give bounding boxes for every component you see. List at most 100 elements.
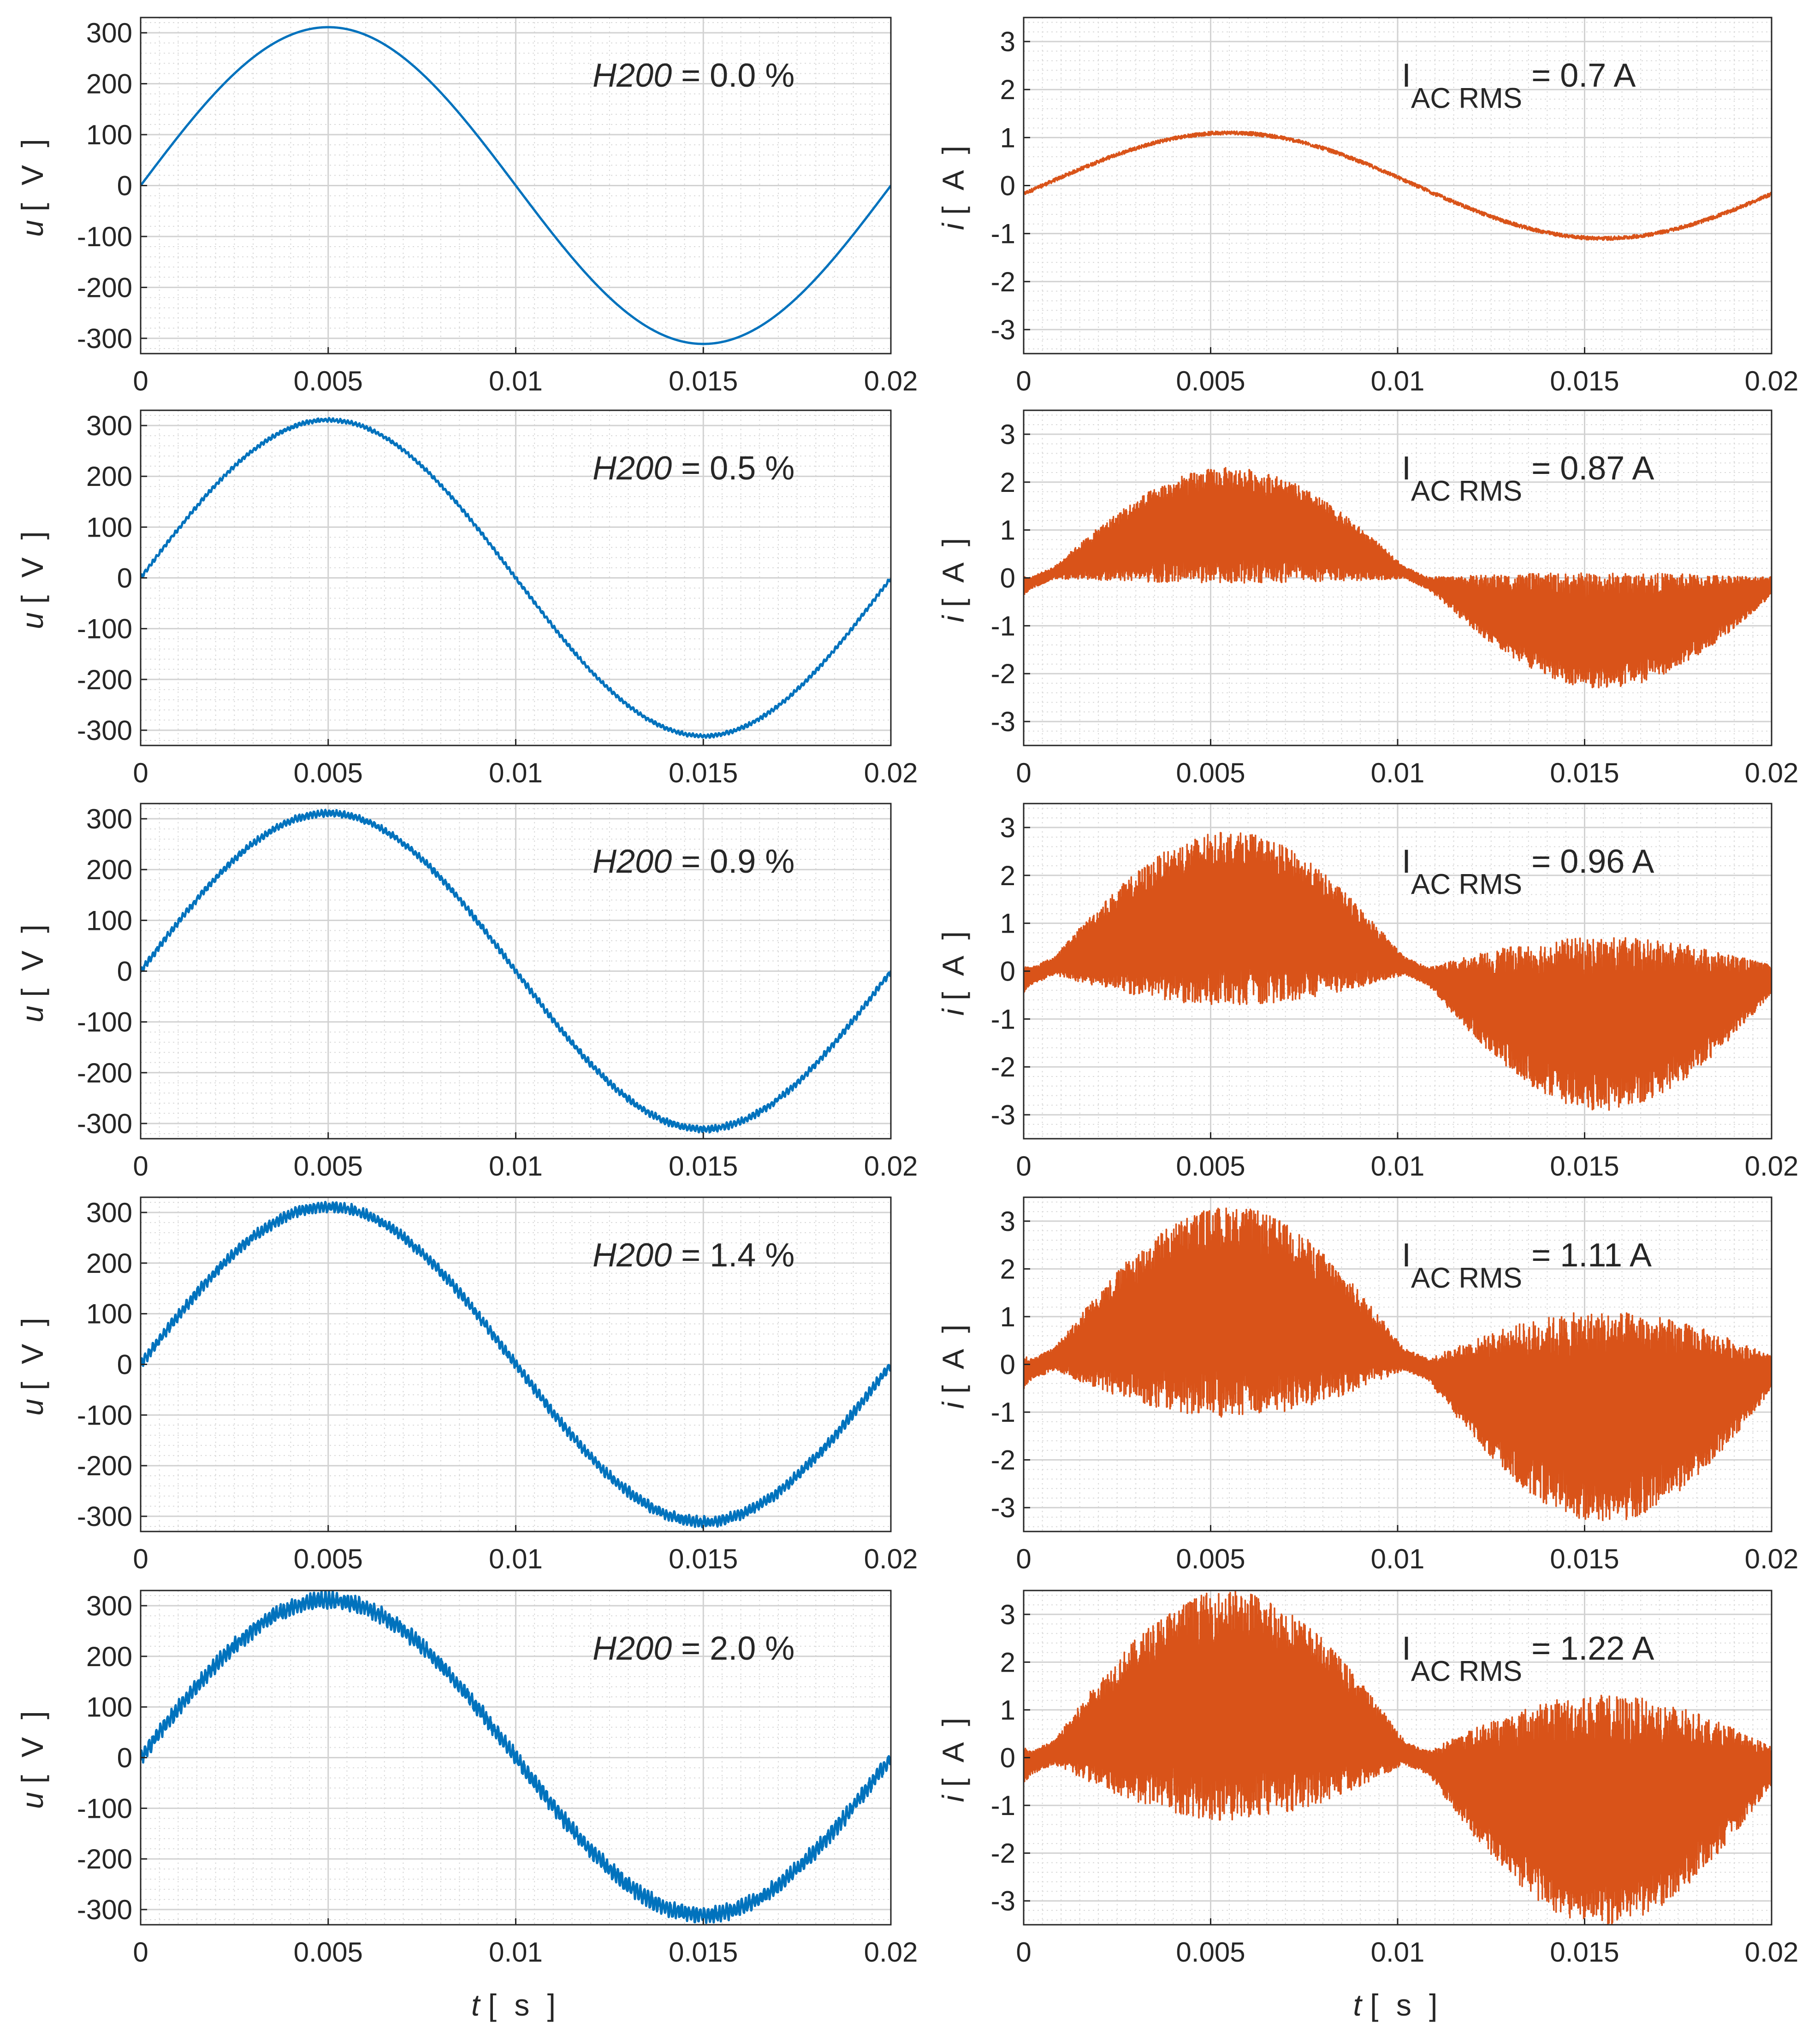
x-tick-label: 0.005 — [1176, 1543, 1245, 1574]
y-tick-label: -3 — [991, 1886, 1015, 1916]
x-tick-label: 0.02 — [864, 366, 918, 396]
x-tick-label: 0.015 — [669, 757, 738, 788]
y-tick-label: 0 — [1000, 956, 1015, 987]
y-axis-label: i [ A ] — [936, 533, 970, 622]
x-tick-label: 0.02 — [864, 757, 918, 788]
x-axis-gap — [1362, 1988, 1370, 2022]
y-axis-symbol: i — [936, 1794, 970, 1802]
y-tick-label: -2 — [991, 1052, 1015, 1082]
y-tick-label: 100 — [86, 905, 132, 936]
y-tick-label: 1 — [1000, 122, 1015, 153]
x-axis-symbol: t — [1353, 1988, 1363, 2022]
x-tick-label: 0.005 — [1176, 1937, 1245, 1968]
h200-annotation: H200 = 0.0 % — [593, 57, 794, 94]
y-tick-label: 3 — [1000, 419, 1015, 450]
y-tick-label: 100 — [86, 512, 132, 543]
voltage-series-line — [141, 26, 891, 345]
x-axis-label-2: t [ s ] — [1353, 1988, 1442, 2022]
y-axis-symbol: u — [15, 1005, 49, 1023]
y-tick-label: -200 — [77, 1058, 132, 1088]
x-tick-label: 0.005 — [294, 1543, 363, 1574]
iac-subscript: AC RMS — [1411, 475, 1522, 507]
y-axis-label: u [ V ] — [15, 134, 49, 237]
x-tick-label: 0.005 — [294, 366, 363, 396]
iac-symbol: I — [1402, 450, 1411, 487]
iac-subscript: AC RMS — [1411, 83, 1522, 114]
y-tick-label: 100 — [86, 1692, 132, 1723]
x-tick-label: 0 — [1016, 757, 1031, 788]
voltage-series-line — [141, 417, 891, 739]
h200-value: = 0.9 % — [672, 843, 794, 880]
y-axis-gap — [936, 1394, 970, 1402]
current-series-line — [1024, 832, 1772, 1111]
y-tick-label: 300 — [86, 804, 132, 834]
y-axis-label: i [ A ] — [936, 141, 970, 230]
x-tick-label: 0.015 — [1550, 1937, 1619, 1968]
x-tick-label: 0.015 — [1550, 366, 1619, 396]
y-axis-unit: [ V ] — [15, 526, 49, 603]
y-axis-symbol: u — [15, 1792, 49, 1809]
y-tick-label: -1 — [991, 1004, 1015, 1035]
y-tick-label: -2 — [991, 266, 1015, 297]
y-axis-unit: [ V ] — [15, 1706, 49, 1783]
major-grid — [141, 804, 891, 1139]
y-tick-label: 300 — [86, 1591, 132, 1621]
x-tick-label: 0.005 — [1176, 757, 1245, 788]
x-tick-label: 0.01 — [1371, 1543, 1425, 1574]
y-axis-unit: [ A ] — [936, 927, 970, 1000]
x-tick-label: 0 — [1016, 366, 1031, 396]
y-axis-unit: [ A ] — [936, 1320, 970, 1394]
minor-grid — [141, 410, 891, 745]
y-tick-label: 2 — [1000, 74, 1015, 105]
x-axis-unit: [ s ] — [1370, 1988, 1442, 2022]
y-axis-symbol: i — [936, 1401, 970, 1409]
y-tick-label: 2 — [1000, 1647, 1015, 1678]
x-tick-label: 0.01 — [489, 1151, 543, 1182]
x-tick-label: 0.005 — [294, 1937, 363, 1968]
y-axis-unit: [ V ] — [15, 134, 49, 211]
iac-rms-annotation: IAC RMS = 1.11 A — [1402, 1237, 1652, 1294]
y-tick-label: 0 — [117, 171, 132, 201]
y-tick-label: 0 — [1000, 563, 1015, 594]
iac-value: = 0.96 A — [1522, 843, 1654, 880]
y-tick-label: -300 — [77, 323, 132, 354]
y-axis-gap — [936, 215, 970, 223]
voltage-series-line — [141, 1200, 891, 1529]
x-tick-label: 0.02 — [864, 1543, 918, 1574]
y-axis-unit: [ V ] — [15, 920, 49, 997]
y-tick-label: 200 — [86, 1641, 132, 1672]
iac-value: = 1.22 A — [1522, 1630, 1654, 1667]
x-axis-unit: [ s ] — [488, 1988, 560, 2022]
y-tick-label: -1 — [991, 1790, 1015, 1821]
x-tick-label: 0.015 — [1550, 757, 1619, 788]
iac-symbol: I — [1402, 57, 1411, 94]
y-tick-label: 100 — [86, 119, 132, 150]
y-tick-label: -100 — [77, 221, 132, 252]
x-tick-label: 0 — [1016, 1937, 1031, 1968]
y-axis-unit: [ A ] — [936, 1713, 970, 1787]
y-tick-label: -1 — [991, 219, 1015, 249]
x-tick-label: 0.01 — [489, 757, 543, 788]
y-tick-label: -2 — [991, 658, 1015, 689]
y-tick-label: 1 — [1000, 1695, 1015, 1726]
y-axis-gap — [936, 607, 970, 615]
iac-rms-annotation: IAC RMS = 0.87 A — [1402, 450, 1654, 507]
y-axis-label: u [ V ] — [15, 920, 49, 1022]
h200-value: = 0.0 % — [672, 57, 794, 94]
y-tick-label: -100 — [77, 1007, 132, 1038]
y-axis-label: u [ V ] — [15, 1706, 49, 1809]
x-tick-label: 0.01 — [489, 1543, 543, 1574]
x-tick-label: 0 — [133, 1543, 148, 1574]
x-tick-label: 0.01 — [489, 366, 543, 396]
iac-rms-annotation: IAC RMS = 0.7 A — [1402, 57, 1636, 114]
y-axis-label: u [ V ] — [15, 526, 49, 629]
x-tick-label: 0 — [133, 366, 148, 396]
y-tick-label: 200 — [86, 854, 132, 885]
y-axis-symbol: i — [936, 1008, 970, 1016]
